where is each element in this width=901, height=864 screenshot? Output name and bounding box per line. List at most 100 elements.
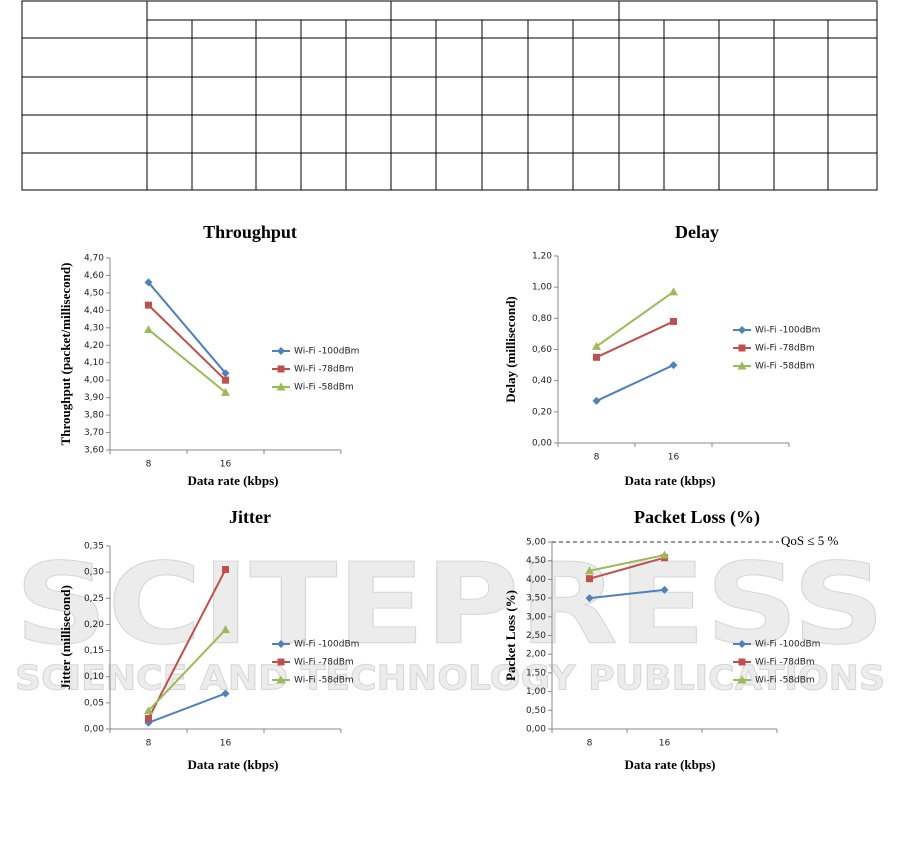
- series-line: [589, 556, 665, 580]
- series-line: [589, 588, 665, 600]
- y-tick-label: 4,10: [84, 358, 104, 368]
- series-line: [589, 554, 665, 572]
- series-line: [148, 692, 226, 724]
- marker: [277, 658, 285, 666]
- empty-table: [21, 0, 878, 191]
- y-tick-label: 4,00: [84, 376, 104, 386]
- chart-title: Jitter: [229, 507, 271, 527]
- y-tick-label: 1,00: [532, 283, 552, 293]
- y-tick-label: 3,50: [526, 594, 546, 604]
- marker: [670, 317, 677, 325]
- y-axis-label: Jitter (millisecond): [58, 585, 73, 690]
- marker: [277, 640, 285, 648]
- marker: [585, 566, 594, 575]
- y-tick-label: 3,80: [84, 411, 104, 421]
- y-tick-label: 0,10: [84, 672, 104, 682]
- series-line: [596, 320, 674, 359]
- y-tick-label: 4,60: [84, 271, 104, 281]
- marker: [585, 594, 594, 603]
- x-tick-label: 8: [146, 739, 152, 749]
- y-tick-label: 0,15: [84, 646, 104, 656]
- marker: [221, 387, 230, 396]
- marker: [222, 566, 229, 574]
- marker: [276, 382, 286, 391]
- y-tick-label: 4,20: [84, 341, 104, 351]
- marker: [738, 344, 746, 352]
- legend-label: Wi-Fi -78dBm: [294, 365, 354, 375]
- y-tick-label: 0,25: [84, 594, 104, 604]
- y-tick-label: 3,70: [84, 428, 104, 438]
- marker: [738, 658, 746, 666]
- legend-label: Wi-Fi -100dBm: [755, 326, 820, 336]
- y-tick-label: 4,50: [84, 288, 104, 298]
- series-line: [596, 364, 674, 402]
- x-tick-label: 16: [220, 460, 232, 470]
- y-tick-label: 2,00: [526, 650, 546, 660]
- marker: [222, 376, 229, 384]
- legend-label: Wi-Fi -58dBm: [755, 676, 815, 686]
- y-axis-label: Packet Loss (%): [503, 590, 518, 681]
- series-line: [147, 328, 227, 394]
- y-tick-label: 3,00: [526, 612, 546, 622]
- y-tick-label: 2,50: [526, 631, 546, 641]
- series-line: [147, 628, 227, 712]
- marker: [660, 550, 669, 559]
- legend-label: Wi-Fi -78dBm: [294, 658, 354, 668]
- y-tick-label: 0,50: [526, 706, 546, 716]
- x-axis-label: Data rate (kbps): [625, 757, 716, 772]
- marker: [593, 353, 600, 361]
- x-tick-label: 16: [220, 739, 232, 749]
- marker: [586, 575, 593, 583]
- chart-title: Throughput: [203, 222, 297, 242]
- y-tick-label: 0,40: [532, 376, 552, 386]
- x-tick-label: 8: [146, 460, 152, 470]
- marker: [737, 361, 747, 370]
- watermark-subtitle: SCIENCE AND TECHNOLOGY PUBLICATIONS: [15, 659, 885, 699]
- y-tick-label: 1,20: [532, 252, 552, 262]
- marker: [221, 369, 230, 378]
- marker: [145, 715, 152, 723]
- marker: [592, 341, 601, 350]
- x-axis-label: Data rate (kbps): [188, 757, 279, 772]
- x-axis-label: Data rate (kbps): [625, 473, 716, 488]
- y-tick-label: 0,60: [532, 345, 552, 355]
- legend-label: Wi-Fi -100dBm: [755, 640, 820, 650]
- y-tick-label: 0,20: [84, 620, 104, 630]
- y-tick-label: 4,30: [84, 323, 104, 333]
- marker: [738, 326, 746, 334]
- y-tick-label: 0,00: [532, 439, 552, 449]
- y-tick-label: 4,70: [84, 254, 104, 264]
- legend-label: Wi-Fi -78dBm: [755, 658, 815, 668]
- y-tick-label: 5,00: [526, 538, 546, 548]
- marker: [144, 706, 153, 715]
- y-tick-label: 0,80: [532, 314, 552, 324]
- y-tick-label: 0,05: [84, 698, 104, 708]
- y-tick-label: 3,90: [84, 393, 104, 403]
- x-tick-label: 16: [668, 453, 680, 463]
- marker: [145, 301, 152, 309]
- y-tick-label: 4,40: [84, 306, 104, 316]
- marker: [669, 287, 678, 296]
- legend-label: Wi-Fi -100dBm: [294, 640, 359, 650]
- legend-label: Wi-Fi -58dBm: [294, 676, 354, 686]
- marker: [592, 396, 601, 405]
- y-tick-label: 0,30: [84, 568, 104, 578]
- marker: [221, 689, 230, 698]
- marker: [277, 365, 285, 373]
- marker: [144, 325, 153, 334]
- y-tick-label: 3,60: [84, 446, 104, 456]
- table-border: [21, 0, 878, 191]
- series-line: [595, 291, 675, 348]
- marker: [737, 675, 747, 684]
- legend-label: Wi-Fi -100dBm: [294, 347, 359, 357]
- legend-label: Wi-Fi -58dBm: [755, 362, 815, 372]
- marker: [277, 347, 285, 355]
- series-line: [147, 569, 227, 720]
- threshold-label: QoS ≤ 5 %: [781, 533, 839, 548]
- watermark-title: SCITEPRESS: [15, 540, 885, 670]
- y-tick-label: 4,00: [526, 575, 546, 585]
- series-line: [147, 304, 227, 381]
- series-line: [147, 281, 227, 374]
- y-axis-label: Delay (millisecond): [503, 296, 518, 403]
- y-tick-label: 0,00: [84, 725, 104, 735]
